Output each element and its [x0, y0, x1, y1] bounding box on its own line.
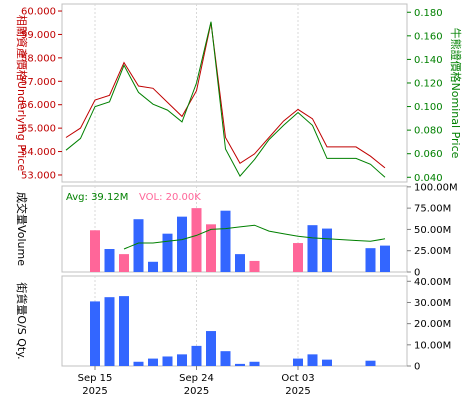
volume-tick-label: 100.00M: [414, 182, 458, 193]
x-tick-label-year: 2025: [285, 386, 310, 397]
outstanding-bar: [220, 351, 231, 366]
right-tick-label: 0.180: [414, 8, 443, 19]
outstanding-bar: [191, 345, 202, 366]
x-tick-label-year: 2025: [82, 386, 107, 397]
outstanding-tick-label: 20.00M: [414, 319, 451, 330]
outstanding-bar: [322, 359, 332, 366]
nominal-price-axis-title: 牛熊證價格Nominal Price: [449, 28, 463, 159]
volume-bar: [307, 225, 318, 272]
volume-bar: [104, 249, 115, 272]
volume-bar: [380, 245, 390, 272]
volume-tick-label: 75.00M: [414, 204, 451, 215]
outstanding-bar: [307, 354, 318, 366]
volume-tick-label: 25.00M: [414, 246, 451, 257]
underlying-price-axis-title: 相關資產價格Underlying Price: [15, 15, 29, 171]
volume-bar: [293, 243, 303, 272]
left-tick-label: 60.000: [21, 7, 56, 18]
volume-average-line: [123, 224, 386, 250]
left-tick-label: 58.000: [21, 53, 56, 64]
left-tick-label: 55.000: [21, 124, 56, 135]
volume-bar: [191, 208, 202, 272]
volume-bar: [220, 210, 231, 272]
volume-bar: [365, 248, 376, 272]
volume-bar: [322, 228, 332, 272]
volume-bar: [177, 216, 187, 272]
left-tick-label: 57.000: [21, 77, 56, 88]
volume-bar: [206, 224, 216, 272]
x-tick-label-date: Sep 15: [78, 373, 113, 384]
line-marks: [65, 21, 386, 250]
price-panel-frame: [61, 3, 408, 183]
left-tick-label: 54.000: [21, 147, 56, 158]
outstanding-bar: [133, 361, 144, 366]
nominal-price-line: [65, 21, 386, 178]
x-tick-label-date: Sep 24: [179, 373, 214, 384]
right-tick-label: 0.140: [414, 55, 443, 66]
outstanding-bar: [90, 301, 100, 366]
right-tick-label: 0.100: [414, 102, 443, 113]
volume-bar: [148, 261, 158, 272]
right-tick-label: 0.120: [414, 78, 443, 89]
outstanding-bar: [235, 363, 245, 366]
volume-bar: [249, 260, 260, 272]
volume-avg-label: Avg: 39.12M: [66, 192, 128, 203]
x-tick-label-year: 2025: [184, 386, 209, 397]
right-tick-label: 0.040: [414, 173, 443, 184]
volume-bar: [90, 230, 100, 272]
outstanding-bar: [293, 358, 303, 366]
right-tick-label: 0.060: [414, 149, 443, 160]
volume-bar: [162, 233, 173, 272]
left-tick-label: 59.000: [21, 30, 56, 41]
outstanding-bar: [119, 296, 129, 366]
outstanding-bar: [177, 354, 187, 366]
right-tick-label: 0.160: [414, 31, 443, 42]
outstanding-qty-axis-title: 街貨量O/S Qty.: [15, 282, 29, 359]
volume-bar: [235, 254, 245, 272]
volume-tick-label: 50.00M: [414, 225, 451, 236]
outstanding-bar: [104, 297, 115, 366]
x-tick-label-date: Oct 03: [281, 373, 314, 384]
left-tick-label: 56.000: [21, 100, 56, 111]
underlying-price-line: [65, 22, 386, 169]
volume-tick-label: 0: [414, 268, 420, 279]
outstanding-tick-label: 40.00M: [414, 277, 451, 288]
bar-marks: [90, 208, 390, 366]
outstanding-tick-label: 0: [414, 362, 420, 373]
outstanding-tick-label: 30.00M: [414, 298, 451, 309]
outstanding-bar: [162, 356, 173, 366]
outstanding-bar: [365, 360, 376, 366]
left-tick-label: 53.000: [21, 170, 56, 181]
volume-bar: [119, 254, 129, 272]
right-tick-label: 0.080: [414, 126, 443, 137]
outstanding-bar: [148, 358, 158, 366]
outstanding-bar: [249, 361, 260, 366]
tick-labels: 53.000 54.000 55.000 56.000 57.000 58.000 59.0…: [21, 7, 458, 397]
volume-bar: [133, 219, 144, 272]
outstanding-bar: [206, 331, 216, 366]
outstanding-tick-label: 10.00M: [414, 340, 451, 351]
volume-axis-title: 成交量Volume: [15, 192, 29, 266]
volume-vol-label: VOL: 20.00K: [139, 192, 201, 203]
